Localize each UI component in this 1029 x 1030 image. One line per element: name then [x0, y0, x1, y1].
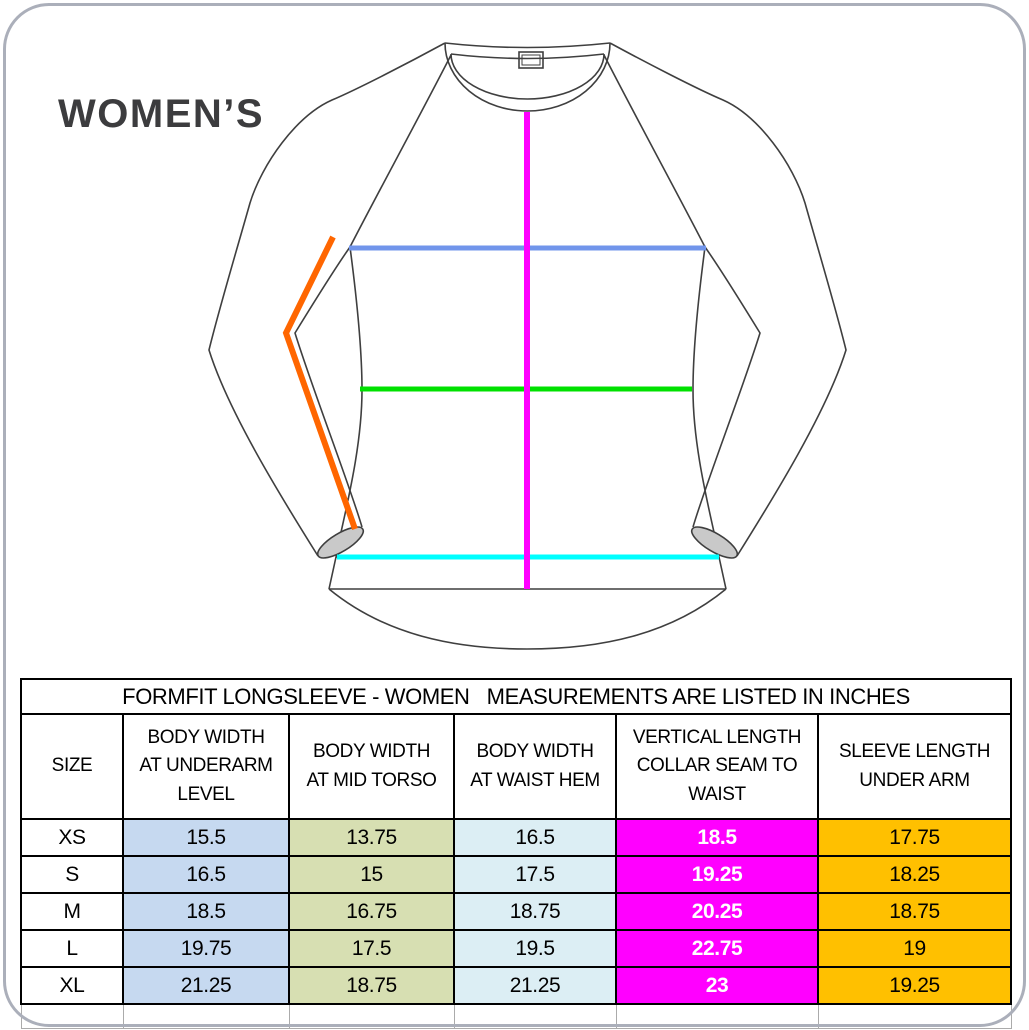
cell: 21.25: [122, 966, 290, 1005]
empty-cell: [817, 1003, 1012, 1029]
size-row-m: M 18.5 16.75 18.75 20.25 18.75: [20, 892, 1013, 931]
table-title: FORMFIT LONGSLEEVE - WOMEN MEASUREMENTS …: [19, 678, 1013, 715]
header-body-width-waist-hem: BODY WIDTH AT WAIST HEM: [453, 713, 617, 820]
right-sleeve-outer-edge: [609, 42, 847, 557]
cell: 16.5: [453, 818, 617, 857]
cell: 15: [288, 855, 455, 894]
header-vertical-length: VERTICAL LENGTH COLLAR SEAM TO WAIST: [615, 713, 819, 820]
collar-inner-scoop: [450, 53, 605, 100]
cell: 19: [816, 929, 1013, 968]
cell: 21.25: [453, 966, 617, 1005]
torso-left-edge: [328, 246, 363, 590]
cell: 18.75: [453, 892, 617, 931]
header-body-width-mid-torso: BODY WIDTH AT MID TORSO: [288, 713, 455, 820]
left-cuff: [316, 526, 365, 559]
size-row-xs: XS 15.5 13.75 16.5 18.5 17.75: [20, 818, 1013, 857]
hem-curve: [328, 588, 727, 650]
table-title-row: FORMFIT LONGSLEEVE - WOMEN MEASUREMENTS …: [19, 678, 1013, 715]
header-body-width-underarm: BODY WIDTH AT UNDERARM LEVEL: [122, 713, 290, 820]
right-cuff: [690, 526, 739, 559]
cell: 17.5: [453, 855, 617, 894]
cell: 23: [615, 966, 819, 1005]
sleeve-length-under-arm-line: [282, 235, 358, 530]
torso-right-edge: [692, 246, 727, 590]
cell: 17.5: [288, 929, 455, 968]
collar-tag: [518, 51, 544, 69]
collar-back-bottom: [450, 53, 605, 60]
measurement-table: FORMFIT LONGSLEEVE - WOMEN MEASUREMENTS …: [19, 678, 1013, 1029]
size-label: XL: [20, 966, 124, 1005]
empty-cell: [615, 1003, 819, 1029]
cell: 19.75: [122, 929, 290, 968]
header-sleeve-length: SLEEVE LENGTH UNDER ARM: [816, 713, 1013, 820]
cell: 19.5: [453, 929, 617, 968]
cell: 18.75: [816, 892, 1013, 931]
size-label: S: [20, 855, 124, 894]
cell: 20.25: [615, 892, 819, 931]
left-raglan-seam: [349, 54, 452, 248]
empty-cell: [453, 1003, 617, 1029]
cell: 16.5: [122, 855, 290, 894]
cell: 13.75: [288, 818, 455, 857]
cell: 18.5: [615, 818, 819, 857]
right-raglan-seam: [603, 54, 706, 248]
cell: 19.25: [816, 966, 1013, 1005]
size-label: XS: [20, 818, 124, 857]
collar-back-top: [444, 42, 611, 49]
left-sleeve-outer-edge: [208, 42, 446, 557]
cell: 22.75: [615, 929, 819, 968]
collar-tag-inner: [521, 54, 541, 66]
size-row-s: S 16.5 15 17.5 19.25 18.25: [20, 855, 1013, 894]
empty-cell: [288, 1003, 455, 1029]
empty-cell: [122, 1003, 290, 1029]
cell: 18.5: [122, 892, 290, 931]
left-sleeve-inner-edge: [294, 246, 363, 528]
cell: 16.75: [288, 892, 455, 931]
cell: 19.25: [615, 855, 819, 894]
empty-cell: [20, 1003, 124, 1029]
cell: 15.5: [122, 818, 290, 857]
cell: 18.25: [816, 855, 1013, 894]
collar-outer-scoop: [444, 42, 611, 112]
cell: 17.75: [816, 818, 1013, 857]
cell: 18.75: [288, 966, 455, 1005]
size-label: M: [20, 892, 124, 931]
right-sleeve-inner-edge: [692, 246, 761, 528]
size-row-xl: XL 21.25 18.75 21.25 23 19.25: [20, 966, 1013, 1005]
empty-footer-row: [20, 1003, 1012, 1029]
table-header-row: SIZE BODY WIDTH AT UNDERARM LEVEL BODY W…: [20, 713, 1013, 820]
shirt-diagram: [208, 42, 847, 650]
page-title: WOMEN’S: [58, 92, 265, 136]
size-label: L: [20, 929, 124, 968]
header-size: SIZE: [20, 713, 124, 820]
size-row-l: L 19.75 17.5 19.5 22.75 19: [20, 929, 1013, 968]
